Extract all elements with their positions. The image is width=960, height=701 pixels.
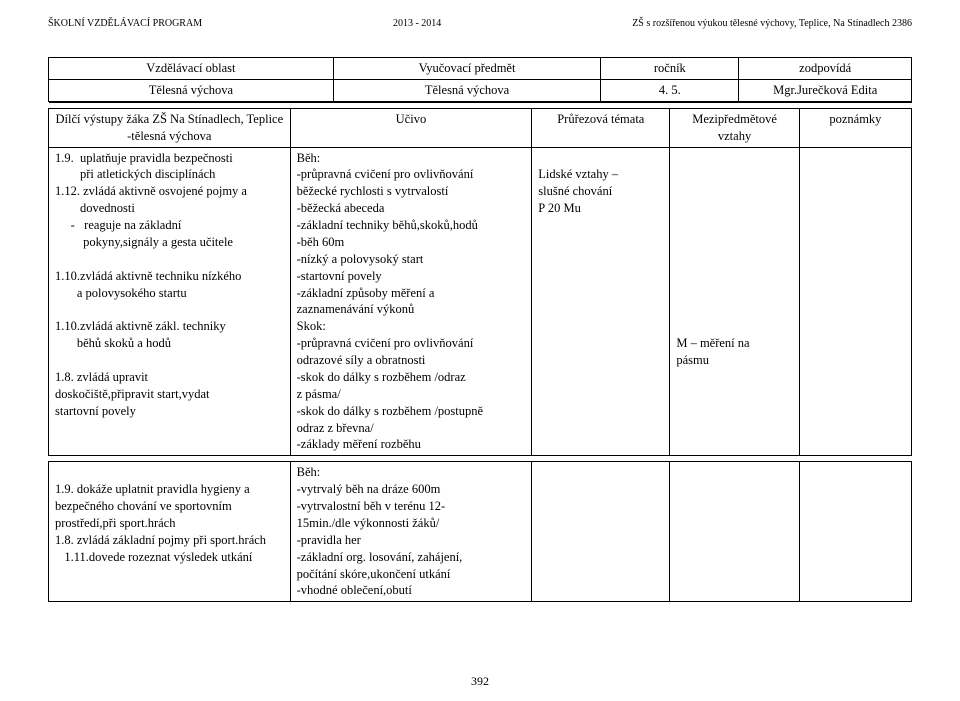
cell-predmet-value: Tělesná výchova (333, 79, 601, 101)
header-left: ŠKOLNÍ VZDĚLÁVACÍ PROGRAM (48, 18, 202, 29)
cell-ucivo-2-text: Běh: -vytrvalý běh na dráze 600m -vytrva… (297, 464, 526, 599)
cell-vystupy-1: 1.9. uplatňuje pravidla bezpečnosti při … (49, 147, 291, 456)
cell-oblast-label: Vzdělávací oblast (49, 58, 334, 80)
table-row: Vzdělávací oblast Vyučovací předmět ročn… (49, 58, 912, 80)
cell-mezi-1: M – měření na pásmu (670, 147, 799, 456)
cell-vystupy-1-text: 1.9. uplatňuje pravidla bezpečnosti při … (55, 150, 284, 420)
cell-rocnik-value: 4. 5. (601, 79, 739, 101)
col-header-mezipredmetove: Mezipředmětové vztahy (670, 108, 799, 147)
col-header-ucivo: Učivo (290, 108, 532, 147)
cell-prurezova-2 (532, 462, 670, 602)
cell-mezi-2 (670, 462, 799, 602)
table-row: Tělesná výchova Tělesná výchova 4. 5. Mg… (49, 79, 912, 101)
cell-oblast-value: Tělesná výchova (49, 79, 334, 101)
header-center: 2013 - 2014 (393, 18, 441, 29)
cell-poznamky-1 (799, 147, 911, 456)
running-header: ŠKOLNÍ VZDĚLÁVACÍ PROGRAM 2013 - 2014 ZŠ… (48, 18, 912, 29)
main-table: Dílčí výstupy žáka ZŠ Na Stínadlech, Tep… (48, 102, 912, 603)
col-header-vystupy-line1: Dílčí výstupy žáka ZŠ Na Stínadlech, Tep… (55, 111, 284, 128)
col-header-prurezova: Průřezová témata (532, 108, 670, 147)
cell-vystupy-2: 1.9. dokáže uplatnit pravidla hygieny a … (49, 462, 291, 602)
table-row: 1.9. uplatňuje pravidla bezpečnosti při … (49, 147, 912, 456)
cell-poznamky-2 (799, 462, 911, 602)
top-table: Vzdělávací oblast Vyučovací předmět ročn… (48, 57, 912, 102)
cell-rocnik-label: ročník (601, 58, 739, 80)
cell-ucivo-1: Běh: -průpravná cvičení pro ovlivňování … (290, 147, 532, 456)
cell-vystupy-2-text: 1.9. dokáže uplatnit pravidla hygieny a … (55, 464, 284, 565)
cell-predmet-label: Vyučovací předmět (333, 58, 601, 80)
col-header-mezi-line1: Mezipředmětové (676, 111, 792, 128)
table-header-row: Dílčí výstupy žáka ZŠ Na Stínadlech, Tep… (49, 108, 912, 147)
table-row: 1.9. dokáže uplatnit pravidla hygieny a … (49, 462, 912, 602)
col-header-vystupy: Dílčí výstupy žáka ZŠ Na Stínadlech, Tep… (49, 108, 291, 147)
cell-ucivo-2: Běh: -vytrvalý běh na dráze 600m -vytrva… (290, 462, 532, 602)
col-header-mezi-line2: vztahy (676, 128, 792, 145)
cell-mezi-1-text: M – měření na pásmu (676, 150, 792, 369)
page-number: 392 (0, 674, 960, 689)
cell-zodpovida-value: Mgr.Jurečková Edita (739, 79, 912, 101)
col-header-vystupy-line2: -tělesná výchova (55, 128, 284, 145)
page: ŠKOLNÍ VZDĚLÁVACÍ PROGRAM 2013 - 2014 ZŠ… (0, 0, 960, 602)
col-header-poznamky: poznámky (799, 108, 911, 147)
cell-ucivo-1-text: Běh: -průpravná cvičení pro ovlivňování … (297, 150, 526, 454)
cell-prurezova-1-text: Lidské vztahy – slušné chování P 20 Mu (538, 150, 663, 218)
cell-zodpovida-label: zodpovídá (739, 58, 912, 80)
cell-prurezova-1: Lidské vztahy – slušné chování P 20 Mu (532, 147, 670, 456)
header-right: ZŠ s rozšířenou výukou tělesné výchovy, … (632, 18, 912, 29)
